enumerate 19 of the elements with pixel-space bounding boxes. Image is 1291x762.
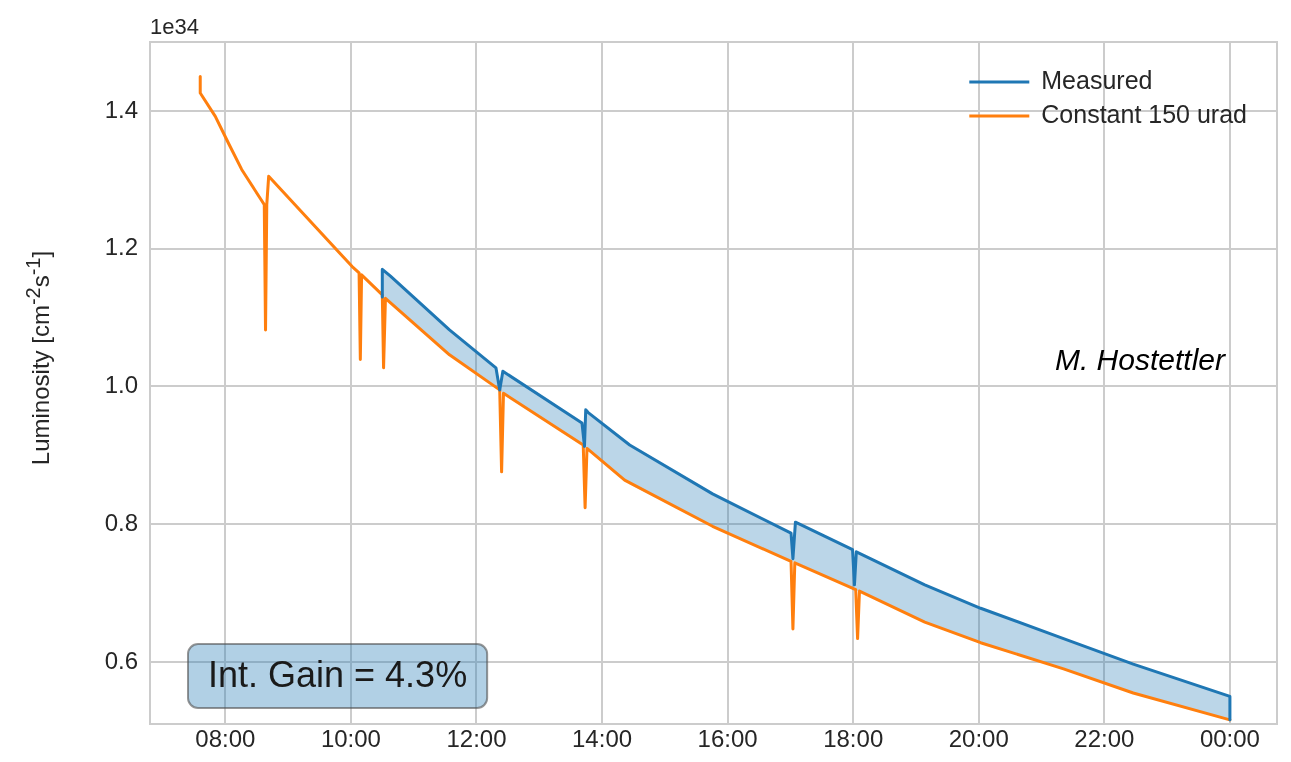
x-tick-label: 12:00 <box>446 725 507 753</box>
x-tick-label: 20:00 <box>948 725 1009 753</box>
legend-label: Measured <box>1041 65 1153 94</box>
x-tick-label: 22:00 <box>1074 725 1135 753</box>
x-tick-label: 18:00 <box>823 725 884 753</box>
legend-label: Constant 150 urad <box>1041 99 1247 128</box>
x-tick-label: 16:00 <box>697 725 758 753</box>
y-tick-label: 1.2 <box>104 233 138 261</box>
x-tick-label: 14:00 <box>572 725 633 753</box>
x-tick-label: 00:00 <box>1199 725 1260 753</box>
y-tick-label: 0.6 <box>104 646 138 674</box>
annotation: Int. Gain = 4.3% <box>208 653 468 695</box>
text: 1e34 <box>150 14 199 40</box>
x-tick-label: 10:00 <box>320 725 381 753</box>
annotation: M. Hostettler <box>1054 343 1226 377</box>
y-tick-label: 1.0 <box>104 371 138 399</box>
y-tick-label: 1.4 <box>104 95 138 123</box>
x-tick-label: 08:00 <box>195 725 256 753</box>
y-tick-label: 0.8 <box>104 508 138 536</box>
